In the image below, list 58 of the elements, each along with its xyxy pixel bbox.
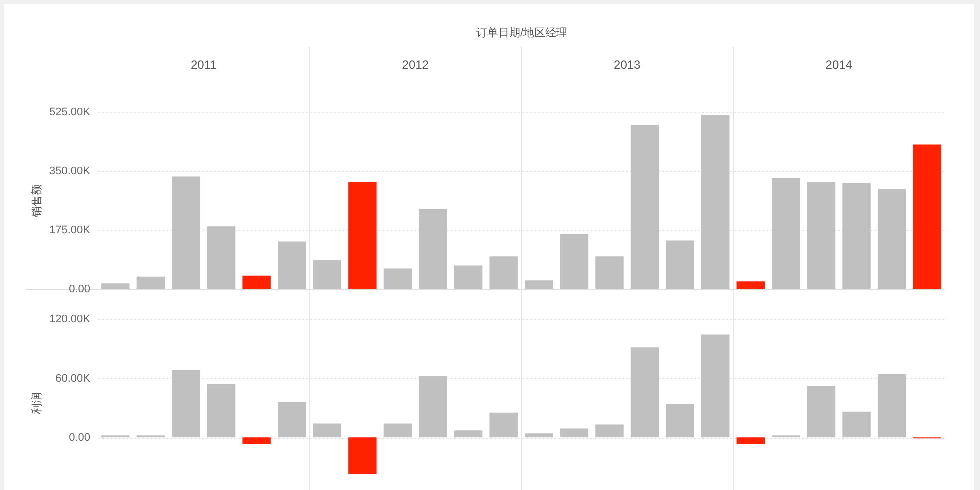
x-tick-label: 2012 (402, 58, 430, 72)
bar (278, 402, 306, 438)
bar (772, 178, 800, 290)
y-tick-label: 175.00K (50, 224, 92, 237)
bar (454, 266, 483, 290)
bar (736, 438, 766, 445)
bar (242, 438, 271, 445)
bar (172, 177, 200, 290)
y-tick-label: 60.00K (56, 373, 92, 386)
bar (807, 182, 836, 290)
bar (278, 242, 306, 290)
bar (701, 335, 730, 438)
bar (842, 183, 871, 290)
bar (807, 386, 836, 438)
y-axis-title: 利润 (30, 392, 44, 415)
bar (419, 209, 448, 290)
bar (490, 256, 518, 290)
y-tick-label: 525.00K (50, 106, 92, 119)
x-axis-title: 订单日期/地区经理 (476, 26, 568, 40)
x-tick-label: 2011 (190, 58, 218, 72)
bar (454, 430, 483, 438)
bar (313, 260, 342, 290)
bar (419, 376, 448, 438)
bar (560, 234, 589, 290)
bar (348, 182, 377, 290)
bar (525, 434, 554, 438)
bar (596, 256, 624, 290)
y-tick-label: 350.00K (50, 166, 92, 178)
bar (666, 404, 694, 438)
x-tick-label: 2014 (826, 58, 853, 72)
y-axis-title: 销售额 (30, 184, 44, 219)
y-tick-label: 0.00 (69, 432, 90, 444)
bar (736, 282, 766, 290)
x-tick-label: 2013 (614, 58, 642, 72)
bar (384, 269, 412, 290)
bar (242, 276, 271, 290)
bar (102, 284, 130, 290)
bar (596, 425, 624, 438)
bar (136, 277, 166, 290)
bar (630, 348, 660, 438)
bar (878, 190, 906, 290)
bar (348, 438, 377, 474)
bar (172, 370, 200, 438)
bar (913, 145, 942, 290)
bar (878, 374, 906, 438)
bar (666, 241, 694, 290)
bar (207, 384, 236, 438)
bar (313, 424, 342, 438)
bar (560, 428, 589, 438)
y-tick-label: 0.00 (69, 284, 90, 296)
bar (630, 125, 660, 290)
bar (490, 413, 518, 438)
bar (525, 280, 554, 290)
bar (701, 115, 730, 290)
bar (384, 424, 412, 438)
bar (842, 412, 871, 438)
y-tick-label: 120.00K (50, 314, 92, 326)
bar (207, 226, 236, 290)
